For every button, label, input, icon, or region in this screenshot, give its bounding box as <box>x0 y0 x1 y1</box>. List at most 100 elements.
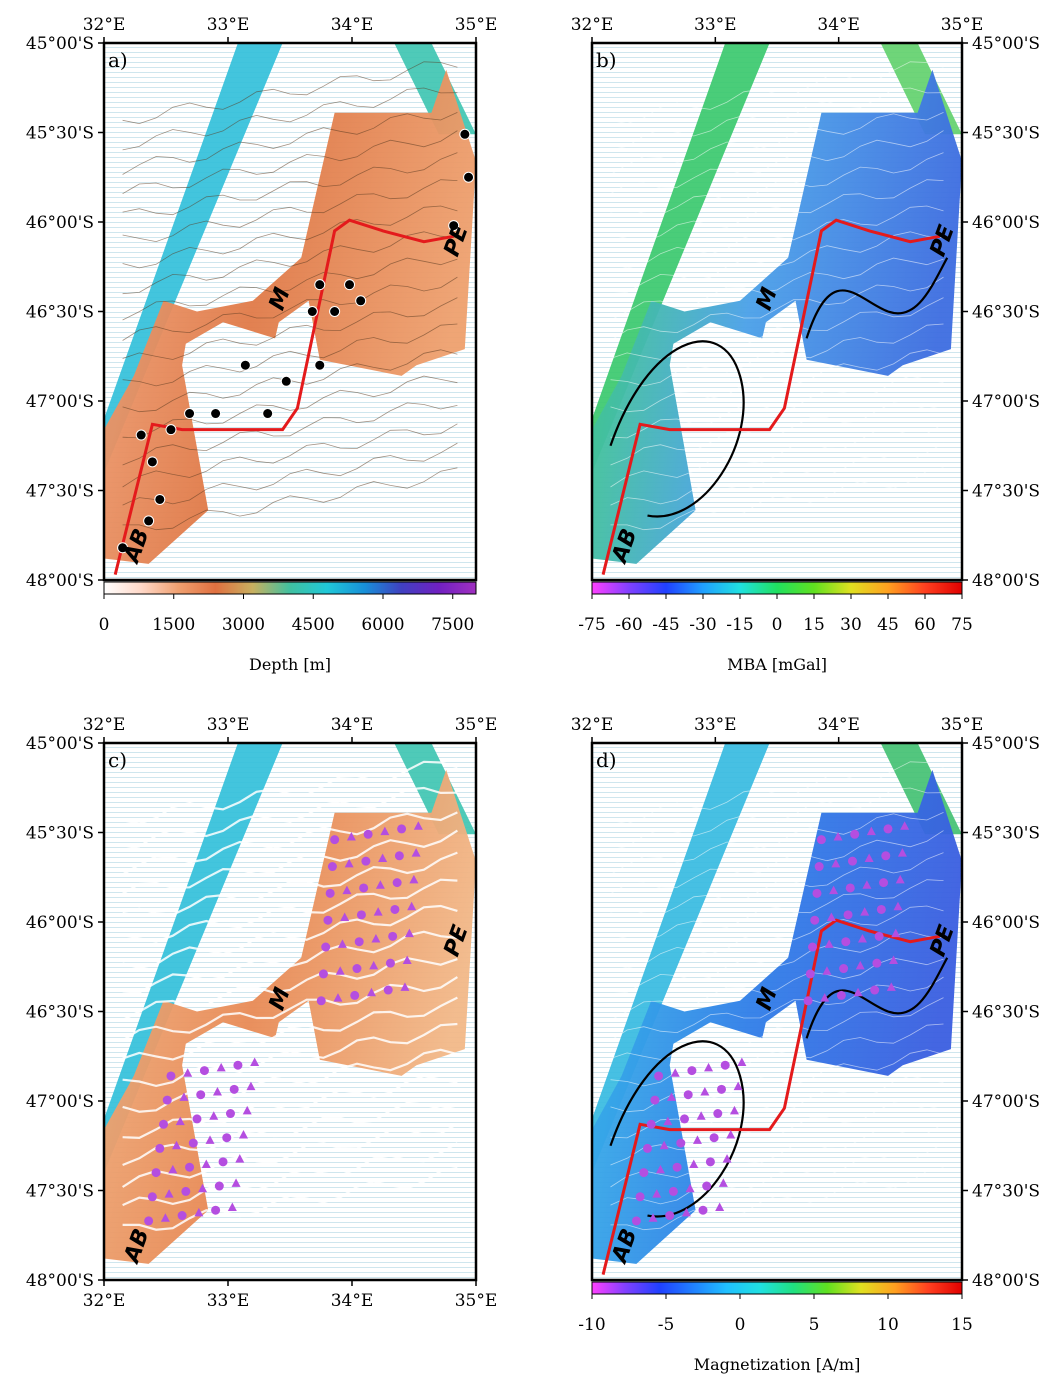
isochron-pick <box>246 1081 256 1091</box>
isochron-pick <box>323 915 333 925</box>
colorbar-tick-label: -60 <box>615 615 642 635</box>
isochron-pick <box>211 1205 221 1215</box>
isochron-pick <box>402 955 412 964</box>
isochron-pick <box>850 829 860 839</box>
isochron-pick <box>668 1186 678 1196</box>
lon-tick-label: 35°E <box>941 15 984 35</box>
isochron-pick <box>344 858 354 868</box>
lon-tick-label: 34°E <box>331 15 374 35</box>
contour-line <box>122 257 458 321</box>
lat-tick-label: 46°00'S <box>972 213 1040 233</box>
isochron-pick <box>737 1057 747 1067</box>
contour-line <box>610 1023 944 1087</box>
colorbar-tick-label: 30 <box>840 615 862 635</box>
isochron-pick <box>833 831 843 841</box>
contour-line <box>122 1142 458 1207</box>
lon-tick-label: 32°E <box>83 715 126 735</box>
survey-swath <box>592 769 962 1264</box>
isochron-pick <box>330 835 340 845</box>
lon-tick-label: 33°E <box>694 15 737 35</box>
isochron-pick <box>407 901 417 911</box>
colorbar-tick-label: -15 <box>726 615 753 635</box>
colorbar-tick-label: -5 <box>658 1315 675 1335</box>
isochron-pick <box>164 1189 174 1198</box>
isochron-pick <box>726 1130 736 1139</box>
isochron-pick <box>889 955 899 964</box>
isochron-pick <box>214 1181 224 1191</box>
contour-line <box>122 231 458 295</box>
earthquake-marker <box>210 408 222 420</box>
survey-swath <box>592 69 962 564</box>
isochron-pick <box>860 907 870 916</box>
colorbar-tick-label: 10 <box>877 1315 899 1335</box>
contour-line <box>122 878 458 943</box>
lon-tick-label: 34°E <box>331 1291 374 1311</box>
isochron-pick <box>646 1119 656 1129</box>
survey-swath <box>104 769 476 1264</box>
contour-line <box>122 786 458 851</box>
isochron-pick <box>239 1130 248 1139</box>
isochron-pick <box>808 942 818 952</box>
colorbar-tick-label: 0 <box>772 615 783 635</box>
lat-tick-label: 46°30'S <box>26 303 94 323</box>
contour-line <box>122 423 458 488</box>
contour-line <box>610 905 944 969</box>
isochron-pick <box>655 1164 665 1174</box>
isochron-pick <box>672 1162 682 1172</box>
isochron-pick <box>836 990 846 1000</box>
isochron-pick <box>227 1202 237 1212</box>
isochron-pick <box>400 982 410 991</box>
lat-tick-label: 47°00'S <box>972 392 1040 412</box>
lat-tick-label: 47°30'S <box>26 1182 94 1202</box>
isochron-pick <box>380 826 390 836</box>
isochron-pick <box>209 1111 219 1120</box>
contour-line <box>122 760 458 825</box>
earthquake-marker <box>165 424 177 436</box>
lat-tick-label: 46°30'S <box>26 1003 94 1023</box>
isochron-pick <box>810 915 820 925</box>
earthquake-marker <box>448 220 460 232</box>
isochron-pick <box>342 885 352 895</box>
isochron-pick <box>409 874 419 884</box>
isochron-pick <box>196 1090 206 1100</box>
isochron-pick <box>879 878 889 888</box>
colorbar-tick-label: 6000 <box>361 615 404 635</box>
isochron-pick <box>231 1178 241 1187</box>
panel-c: MPEABc)32°E32°E33°E33°E34°E34°E35°E35°E4… <box>26 715 497 1311</box>
panel-letter: b) <box>596 48 617 72</box>
colorbar-label: Depth [m] <box>249 655 331 674</box>
isochron-pick <box>159 1119 169 1129</box>
isochron-pick <box>689 1159 699 1169</box>
isochron-pick <box>722 1154 732 1163</box>
isochron-pick <box>857 934 867 943</box>
isochron-pick <box>874 931 884 941</box>
isochron-pick <box>340 912 350 922</box>
contour-line <box>610 1167 944 1231</box>
isochron-pick <box>144 1216 154 1226</box>
lon-tick-label: 32°E <box>83 15 126 35</box>
contour-lines <box>122 760 458 1231</box>
contour-line <box>610 152 944 216</box>
contour-line <box>610 349 944 413</box>
colorbar-label: MBA [mGal] <box>727 655 827 674</box>
lat-tick-label: 47°30'S <box>26 482 94 502</box>
isochron-pick <box>198 1183 208 1193</box>
earthquake-marker <box>459 128 471 140</box>
contour-line <box>122 1122 458 1188</box>
contour-line <box>122 112 458 175</box>
colorbar <box>591 1281 963 1295</box>
lat-tick-label: 46°00'S <box>26 213 94 233</box>
isochron-pick <box>155 1143 165 1153</box>
isochron-pick <box>812 888 822 898</box>
contour-line <box>610 323 944 387</box>
isochron-pick <box>831 858 841 868</box>
contour-line <box>122 297 458 360</box>
isochron-pick <box>325 888 335 898</box>
isochron-pick <box>225 1109 235 1119</box>
contour-line <box>610 130 944 195</box>
earthquake-marker <box>280 375 292 387</box>
earthquake-marker <box>355 295 367 307</box>
isochron-pick <box>683 1090 693 1100</box>
